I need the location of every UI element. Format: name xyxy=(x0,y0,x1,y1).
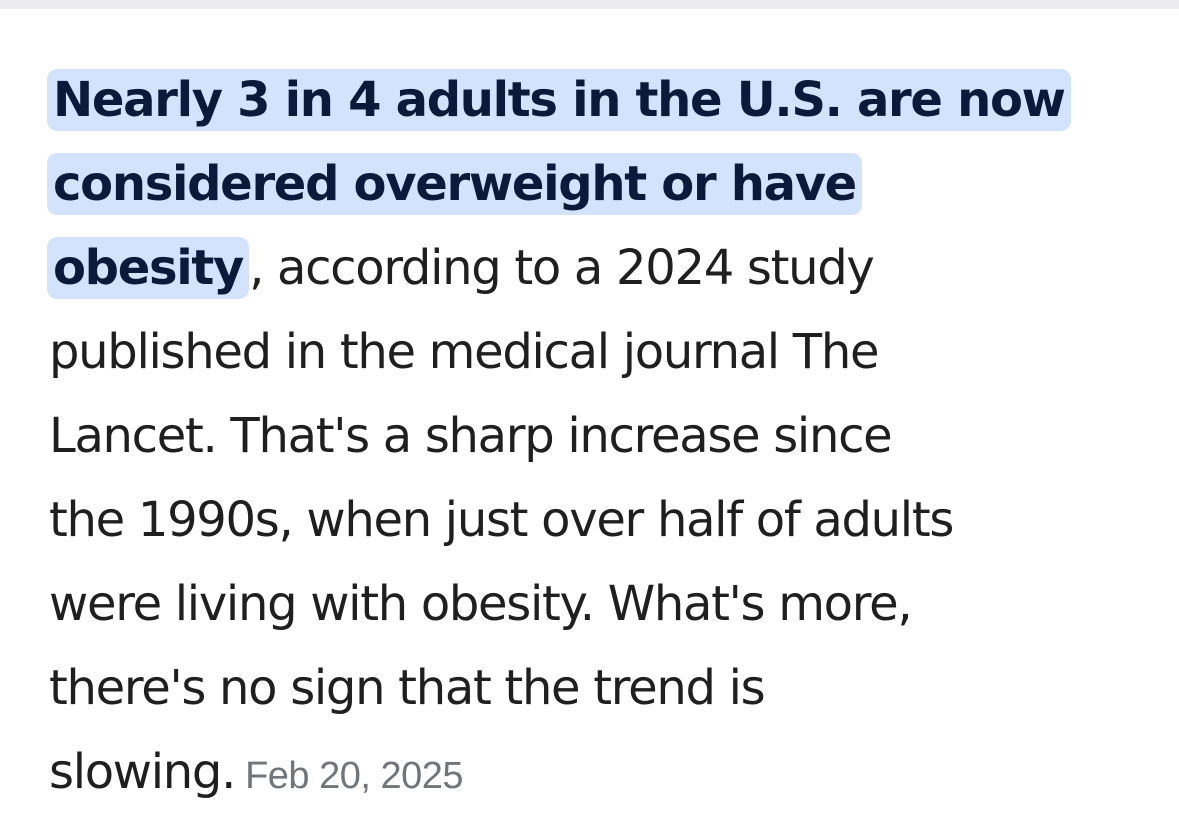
snippet-date: Feb 20, 2025 xyxy=(245,755,464,797)
top-divider-strip xyxy=(0,0,1179,9)
snippet-line-5: Lancet. That's a sharp increase since xyxy=(49,408,893,464)
snippet-line-9: slowing. xyxy=(49,744,236,800)
featured-snippet-text: Nearly 3 in 4 adults in the U.S. are now… xyxy=(47,58,1159,818)
snippet-line-4: published in the medical journal The xyxy=(49,324,879,380)
snippet-line-8: there's no sign that the trend is xyxy=(49,660,766,716)
highlight-line-3: obesity xyxy=(53,240,244,296)
snippet-line-7: were living with obesity. What's more, xyxy=(49,576,913,632)
highlight-line-1: Nearly 3 in 4 adults in the U.S. are now xyxy=(53,72,1066,128)
highlight-line-2: considered overweight or have xyxy=(53,156,857,212)
snippet-line-6: the 1990s, when just over half of adults xyxy=(49,492,954,548)
snippet-line-3-rest: , according to a 2024 study xyxy=(249,240,875,296)
